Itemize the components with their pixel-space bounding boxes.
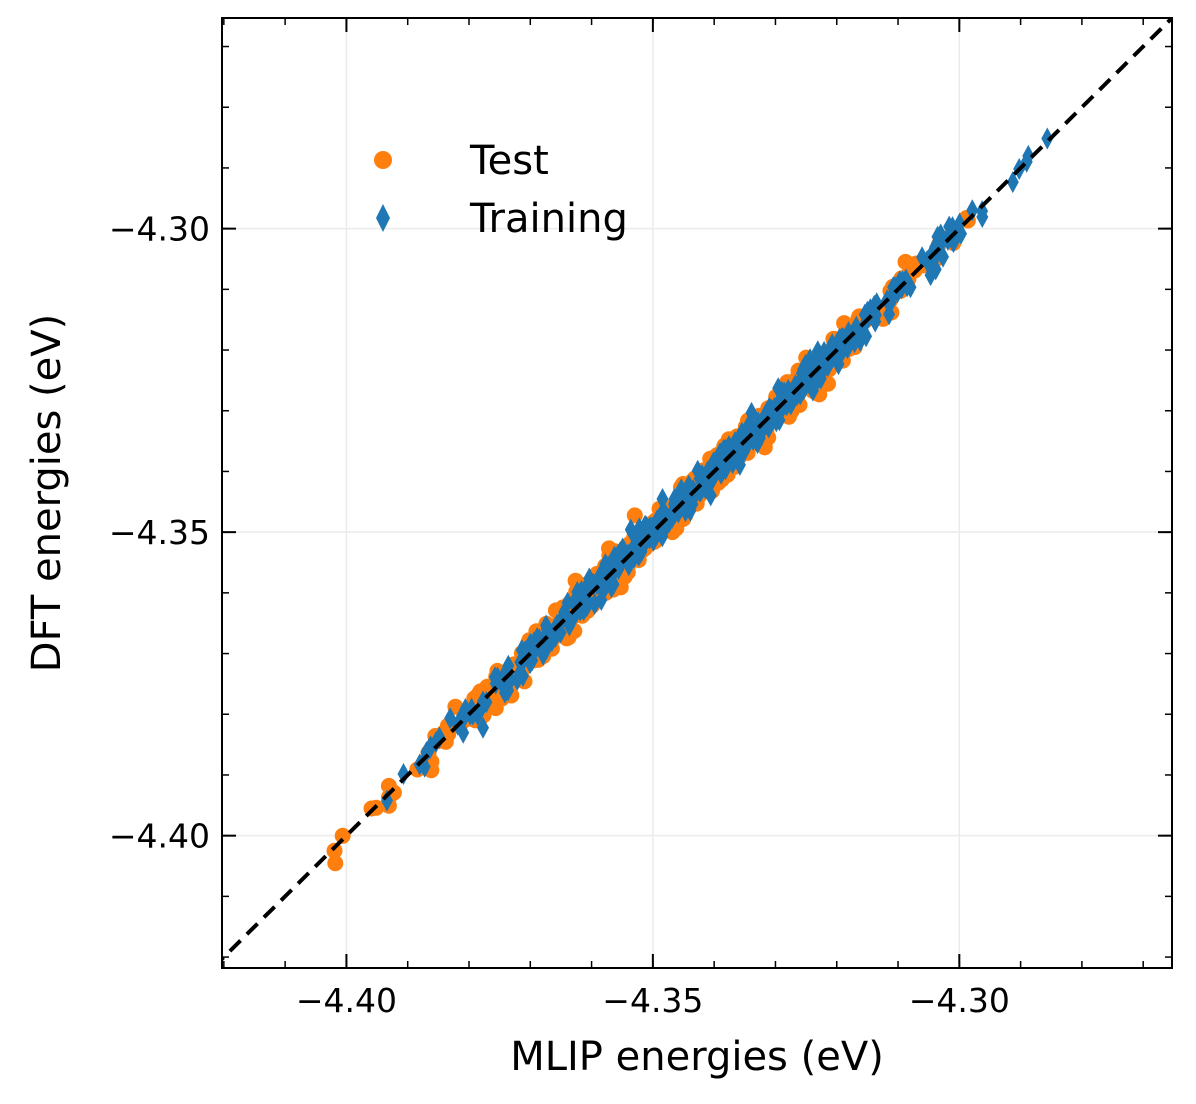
legend-label-training: Training bbox=[469, 196, 628, 242]
point-test bbox=[487, 700, 504, 717]
legend-marker-training bbox=[376, 204, 390, 232]
legend-marker-test bbox=[374, 151, 392, 169]
point-training bbox=[523, 638, 535, 661]
point-test bbox=[897, 253, 914, 270]
point-training bbox=[745, 401, 758, 424]
point-training bbox=[798, 371, 811, 394]
y-axis-label: DFT energies (eV) bbox=[24, 314, 70, 672]
point-training bbox=[597, 565, 609, 588]
series-training bbox=[381, 127, 1054, 812]
plot-frame bbox=[221, 17, 1173, 969]
point-training bbox=[937, 245, 949, 268]
point-training bbox=[656, 488, 669, 510]
point-training bbox=[675, 479, 687, 502]
reference-line-y-equals-x bbox=[222, 18, 1172, 962]
x-tick-label: −4.35 bbox=[602, 981, 703, 1020]
point-training bbox=[860, 325, 873, 348]
point-training bbox=[1022, 144, 1035, 167]
legend: Test Training bbox=[374, 138, 628, 242]
x-tick-label: −4.40 bbox=[296, 981, 397, 1020]
point-training bbox=[564, 611, 577, 634]
axis-ticks: −4.40 −4.35 −4.30 −4.40 −4.35 −4.30 bbox=[109, 18, 1172, 1020]
point-training bbox=[477, 716, 489, 739]
x-tick-label: −4.30 bbox=[909, 981, 1010, 1020]
point-training bbox=[976, 206, 989, 228]
point-training bbox=[806, 379, 819, 402]
point-training bbox=[457, 721, 470, 744]
legend-label-test: Test bbox=[469, 138, 549, 184]
point-training bbox=[784, 393, 797, 416]
grid-lines bbox=[222, 18, 1172, 968]
point-training bbox=[814, 367, 827, 390]
point-training bbox=[571, 581, 584, 603]
point-test bbox=[334, 827, 351, 844]
point-training bbox=[684, 491, 697, 513]
point-training bbox=[561, 591, 574, 614]
point-training bbox=[1041, 127, 1054, 150]
point-test bbox=[326, 842, 343, 859]
point-training bbox=[588, 592, 601, 615]
point-training bbox=[1006, 171, 1019, 194]
y-tick-label: −4.35 bbox=[109, 513, 210, 552]
point-training bbox=[931, 225, 944, 248]
point-training bbox=[916, 246, 929, 269]
y-tick-label: −4.30 bbox=[109, 210, 210, 249]
point-training bbox=[966, 199, 979, 222]
point-training bbox=[696, 464, 709, 487]
point-test bbox=[327, 855, 344, 872]
x-axis-label: MLIP energies (eV) bbox=[510, 1034, 884, 1080]
data-points bbox=[326, 127, 1054, 872]
y-tick-label: −4.40 bbox=[109, 817, 210, 856]
